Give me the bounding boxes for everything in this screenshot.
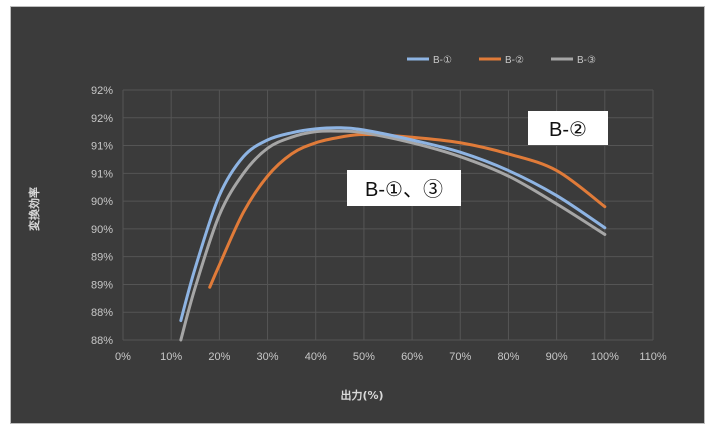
y-tick-label: 88% xyxy=(91,335,113,347)
y-tick-label: 91% xyxy=(91,141,113,153)
y-tick-label: 89% xyxy=(91,279,113,291)
x-tick-label: 10% xyxy=(160,351,182,363)
x-tick-label: 90% xyxy=(546,351,568,363)
x-tick-label: 0% xyxy=(115,351,131,363)
legend-label-b2: B-② xyxy=(505,55,524,66)
chart-frame: 92% 92% 91% 91% 90% 90% 89% 89% 88% 88% 0% 10% 20% 3… xyxy=(10,6,705,424)
y-tick-label: 88% xyxy=(91,307,113,319)
x-tick-label: 50% xyxy=(353,351,375,363)
x-tick-label: 80% xyxy=(497,351,519,363)
y-tick-label: 92% xyxy=(91,85,113,97)
y-tick-label: 89% xyxy=(91,252,113,264)
y-axis-title: 変換効率 xyxy=(27,187,41,231)
callout-b1-b3: B-①、③ xyxy=(347,170,461,206)
callout-b1-b3-text: B-①、③ xyxy=(365,178,443,201)
x-axis-title: 出力(%) xyxy=(340,388,383,402)
y-tick-labels: 92% 92% 91% 91% 90% 90% 89% 89% 88% 88% xyxy=(91,85,113,347)
x-tick-label: 70% xyxy=(449,351,471,363)
legend-label-b1: B-① xyxy=(433,55,452,66)
x-tick-labels: 0% 10% 20% 30% 40% 50% 60% 70% 80% 90% 100% 110% xyxy=(115,351,667,363)
efficiency-chart: 92% 92% 91% 91% 90% 90% 89% 89% 88% 88% 0% 10% 20% 3… xyxy=(11,7,704,423)
y-tick-label: 90% xyxy=(91,196,113,208)
y-tick-label: 90% xyxy=(91,224,113,236)
x-tick-label: 100% xyxy=(591,351,619,363)
legend-label-b3: B-③ xyxy=(577,55,596,66)
x-tick-label: 20% xyxy=(208,351,230,363)
x-tick-label: 40% xyxy=(305,351,327,363)
x-tick-label: 110% xyxy=(639,351,667,363)
x-tick-label: 30% xyxy=(257,351,279,363)
legend: B-① B-② B-③ xyxy=(407,55,596,66)
callout-b2-text: B-② xyxy=(549,119,587,141)
x-tick-label: 60% xyxy=(401,351,423,363)
callout-b2: B-② xyxy=(528,111,608,145)
y-tick-label: 91% xyxy=(91,168,113,180)
y-tick-label: 92% xyxy=(91,113,113,125)
